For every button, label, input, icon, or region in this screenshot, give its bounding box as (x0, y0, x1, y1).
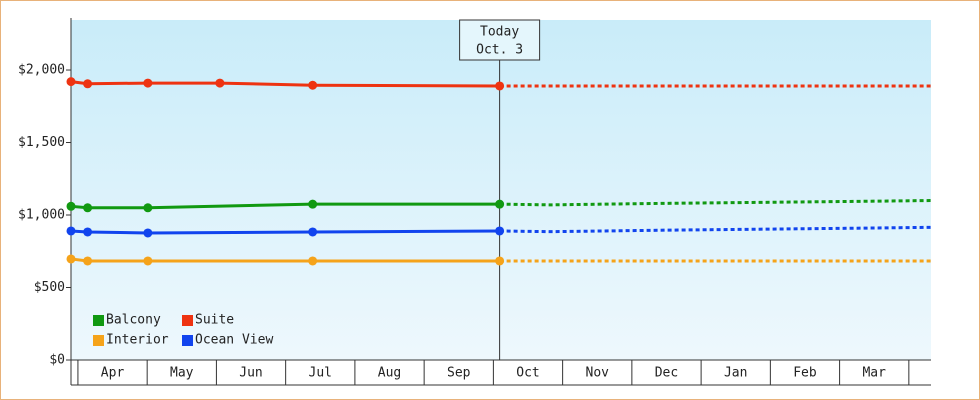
point (83, 256, 93, 266)
point (495, 256, 505, 266)
x-tick-label: Oct (516, 366, 539, 381)
plot-area (71, 20, 931, 360)
legend-label: Interior (106, 333, 169, 348)
point (308, 227, 318, 237)
y-tick-label: $1,000 (18, 208, 65, 223)
legend-label: Balcony (106, 313, 161, 328)
x-tick-label: Dec (655, 366, 678, 381)
legend-swatch (182, 315, 193, 326)
y-tick-label: $500 (34, 280, 65, 295)
point (83, 227, 93, 237)
x-tick-label: Mar (862, 366, 886, 381)
x-tick-label: Nov (586, 366, 610, 381)
x-tick-label: Jan (724, 366, 747, 381)
point (66, 77, 76, 87)
today-date: Oct. 3 (476, 43, 523, 58)
legend-label: Suite (195, 313, 234, 328)
x-tick-label: Apr (101, 366, 125, 381)
y-tick-label: $1,500 (18, 135, 65, 150)
x-tick-label: Jun (239, 366, 262, 381)
y-tick-label: $0 (49, 353, 65, 368)
point (66, 226, 76, 236)
point (143, 228, 153, 238)
point (66, 201, 76, 211)
point (143, 203, 153, 213)
point (495, 81, 505, 91)
point (495, 199, 505, 209)
point (143, 256, 153, 266)
legend-swatch (93, 315, 104, 326)
legend-label: Ocean View (195, 333, 273, 348)
point (143, 78, 153, 88)
x-tick-label: Sep (447, 366, 471, 381)
point (495, 226, 505, 236)
point (83, 203, 93, 213)
point (83, 79, 93, 89)
x-tick-label: May (170, 366, 194, 381)
point (308, 256, 318, 266)
today-box (459, 19, 541, 61)
legend-swatch (182, 335, 193, 346)
point (308, 199, 318, 209)
point (66, 254, 76, 264)
x-tick-label: Aug (378, 366, 401, 381)
legend-swatch (93, 335, 104, 346)
today-label: Today (480, 25, 519, 40)
y-tick-label: $2,000 (18, 63, 65, 78)
x-tick-label: Jul (309, 366, 332, 381)
point (215, 78, 225, 88)
point (308, 80, 318, 90)
x-tick-label: Feb (793, 366, 817, 381)
